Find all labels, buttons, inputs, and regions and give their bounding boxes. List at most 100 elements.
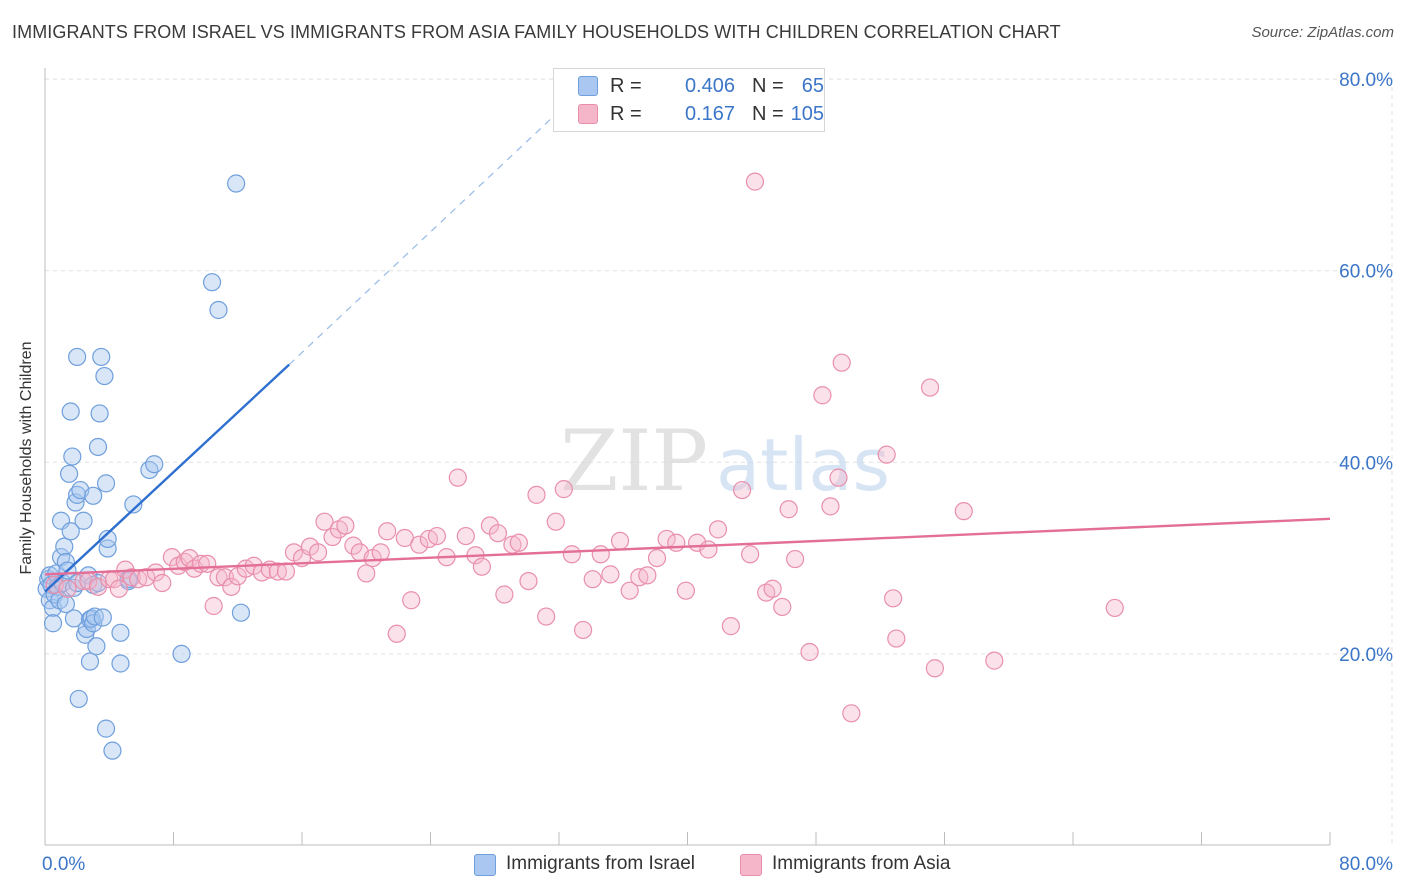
asia-point (733, 480, 752, 500)
legend-swatch-israel (578, 76, 598, 96)
israel-point (209, 300, 228, 320)
israel-point (92, 347, 111, 367)
israel-point (93, 608, 112, 627)
asia-point (601, 565, 620, 584)
asia-point (448, 468, 467, 487)
source-label: Source: ZipAtlas.com (1251, 24, 1394, 41)
israel-point (145, 455, 164, 474)
israel-point (84, 486, 103, 505)
asia-point (537, 607, 556, 626)
asia-point (410, 535, 429, 554)
asia-point (800, 642, 819, 662)
israel-point (202, 273, 222, 292)
legend-swatch-israel (474, 854, 496, 876)
asia-point (745, 172, 765, 191)
israel-point (87, 637, 106, 656)
axes (44, 68, 1331, 846)
asia-point (204, 596, 223, 616)
legend-r-value: 0.406 (684, 74, 735, 97)
asia-point (667, 533, 686, 552)
asia-point (519, 571, 538, 591)
asia-point (647, 548, 667, 568)
israel-point (55, 537, 74, 556)
y-tick-label: 80.0% (1339, 70, 1393, 91)
asia-point (676, 581, 695, 600)
asia-point (773, 597, 792, 617)
israel-point (84, 614, 103, 633)
asia-point (336, 516, 355, 535)
chart-title: IMMIGRANTS FROM ISRAEL VS IMMIGRANTS FRO… (12, 22, 1061, 42)
watermark: ZIP atlas (560, 412, 890, 510)
asia-point (573, 620, 593, 640)
asia-point (198, 554, 217, 573)
asia-point (488, 524, 508, 543)
israel-point (74, 511, 93, 530)
israel-point (111, 654, 130, 673)
asia-point (708, 520, 728, 539)
asia-point (954, 502, 973, 521)
israel-point (68, 347, 87, 367)
asia-point (387, 624, 406, 643)
israel-point (64, 609, 84, 628)
asia-point (786, 549, 805, 569)
asia-point (371, 543, 390, 562)
asia-point (832, 353, 851, 372)
x-tick-label-min: 0.0% (42, 854, 85, 875)
asia-point (985, 651, 1004, 670)
legend-swatch-asia (740, 854, 762, 876)
legend-label-israel: Immigrants from Israel (506, 853, 695, 874)
legend-n-value: 65 (801, 74, 824, 97)
asia-point (821, 497, 840, 516)
asia-point (308, 543, 328, 562)
israel-point (95, 366, 114, 386)
asia-point (180, 548, 199, 568)
asia-point (427, 526, 447, 546)
stats-legend: R = 0.406 N = 65 R = 0.167 N = 105 (553, 68, 825, 132)
asia-point (344, 536, 363, 555)
israel-point (43, 614, 63, 633)
asia-point (222, 577, 241, 596)
israel-point (140, 460, 159, 480)
asia-point (842, 704, 861, 723)
watermark-zip: ZIP (560, 412, 708, 510)
asia-point (877, 445, 896, 464)
israel-point (227, 174, 246, 193)
watermark-atlas: atlas (716, 423, 890, 507)
legend-n-label: N = (752, 74, 784, 97)
legend-n-value: 105 (790, 102, 824, 125)
israel-point (231, 603, 251, 622)
asia-point (495, 585, 514, 604)
asia-point (137, 568, 156, 587)
asia-point (887, 629, 906, 648)
asia-trend-line (44, 517, 1331, 576)
israel-trend-extension (288, 88, 584, 366)
asia-point (122, 568, 141, 587)
legend-r-label: R = (610, 74, 642, 97)
trend-lines (44, 88, 1331, 593)
asia-point (546, 512, 565, 531)
y-tick-label: 60.0% (1339, 262, 1393, 283)
asia-point (402, 591, 421, 610)
asia-point (562, 545, 581, 564)
asia-point (779, 500, 798, 519)
asia-point (813, 386, 832, 405)
legend-swatch-asia (578, 104, 598, 124)
asia-point (583, 570, 602, 589)
legend-n-label: N = (752, 102, 784, 125)
israel-point (63, 447, 82, 466)
israel-point (103, 741, 122, 760)
asia-point (638, 566, 657, 585)
israel-point (69, 689, 88, 709)
israel-point (80, 652, 100, 671)
legend-label-asia: Immigrants from Asia (772, 853, 951, 874)
series-israel-points (37, 174, 251, 760)
israel-point (59, 464, 79, 483)
asia-point (741, 545, 760, 564)
legend-r-label: R = (610, 102, 642, 125)
asia-point (721, 617, 740, 636)
y-tick-label: 40.0% (1339, 453, 1393, 474)
series-asia-points (45, 172, 1124, 723)
asia-point (58, 579, 77, 598)
israel-point (98, 539, 117, 558)
